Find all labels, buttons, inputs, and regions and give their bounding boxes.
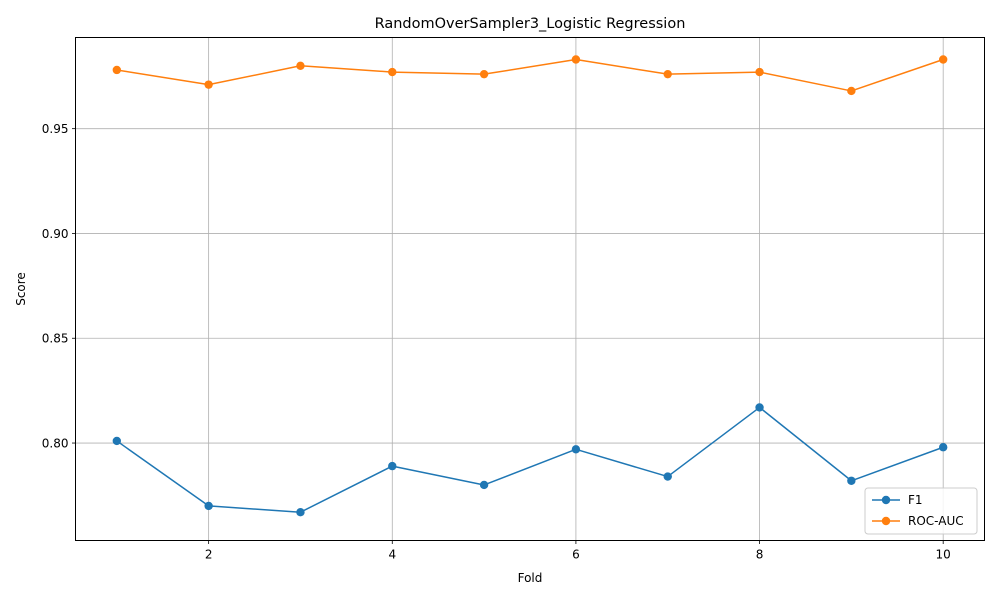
data-point-f1 [112,436,122,446]
x-axis-ticks: 2 4 6 8 10 [205,540,951,562]
y-tick-label: 0.80 [42,436,69,450]
legend-marker-roc-auc [881,516,891,526]
y-tick-label: 0.90 [42,227,69,241]
data-point-roc-auc [755,67,764,77]
series-line-roc-auc [116,58,944,92]
data-point-f1 [296,508,305,517]
data-point-f1 [663,472,672,481]
legend-marker-f1 [881,495,891,505]
data-point-f1 [938,443,948,452]
series-f1 [112,403,948,517]
data-point-f1 [755,403,764,412]
legend: F1 ROC-AUC [864,487,978,535]
grid-lines [75,37,985,541]
y-tick-label: 0.95 [42,122,69,136]
series-line-f1 [116,406,944,513]
plot-frame [75,37,985,541]
y-tick-label: 0.85 [42,332,69,346]
data-point-roc-auc [847,86,856,96]
x-tick-label: 2 [205,548,213,562]
y-axis-ticks: 0.80 0.85 0.90 0.95 [42,122,76,450]
data-point-roc-auc [388,67,397,77]
data-point-roc-auc [571,55,581,64]
data-point-roc-auc [112,65,122,75]
data-point-f1 [204,501,213,511]
series-roc-auc [112,55,948,96]
data-series [112,55,948,517]
data-point-f1 [388,461,397,471]
data-point-roc-auc [479,69,489,79]
legend-label-f1: F1 [908,493,923,507]
data-point-roc-auc [296,61,305,70]
x-axis-label: Fold [518,571,543,585]
legend-label-roc-auc: ROC-AUC [908,514,964,528]
x-tick-label: 4 [388,548,396,562]
data-point-f1 [847,476,856,485]
x-tick-label: 6 [572,548,580,562]
x-tick-label: 10 [936,548,951,562]
chart-title: RandomOverSampler3_Logistic Regression [375,16,686,32]
data-point-roc-auc [204,80,213,89]
data-point-f1 [479,480,489,490]
data-point-roc-auc [663,69,672,79]
data-point-roc-auc [938,55,948,64]
y-axis-label: Score [14,272,28,306]
data-point-f1 [571,445,581,454]
x-tick-label: 8 [756,548,764,562]
